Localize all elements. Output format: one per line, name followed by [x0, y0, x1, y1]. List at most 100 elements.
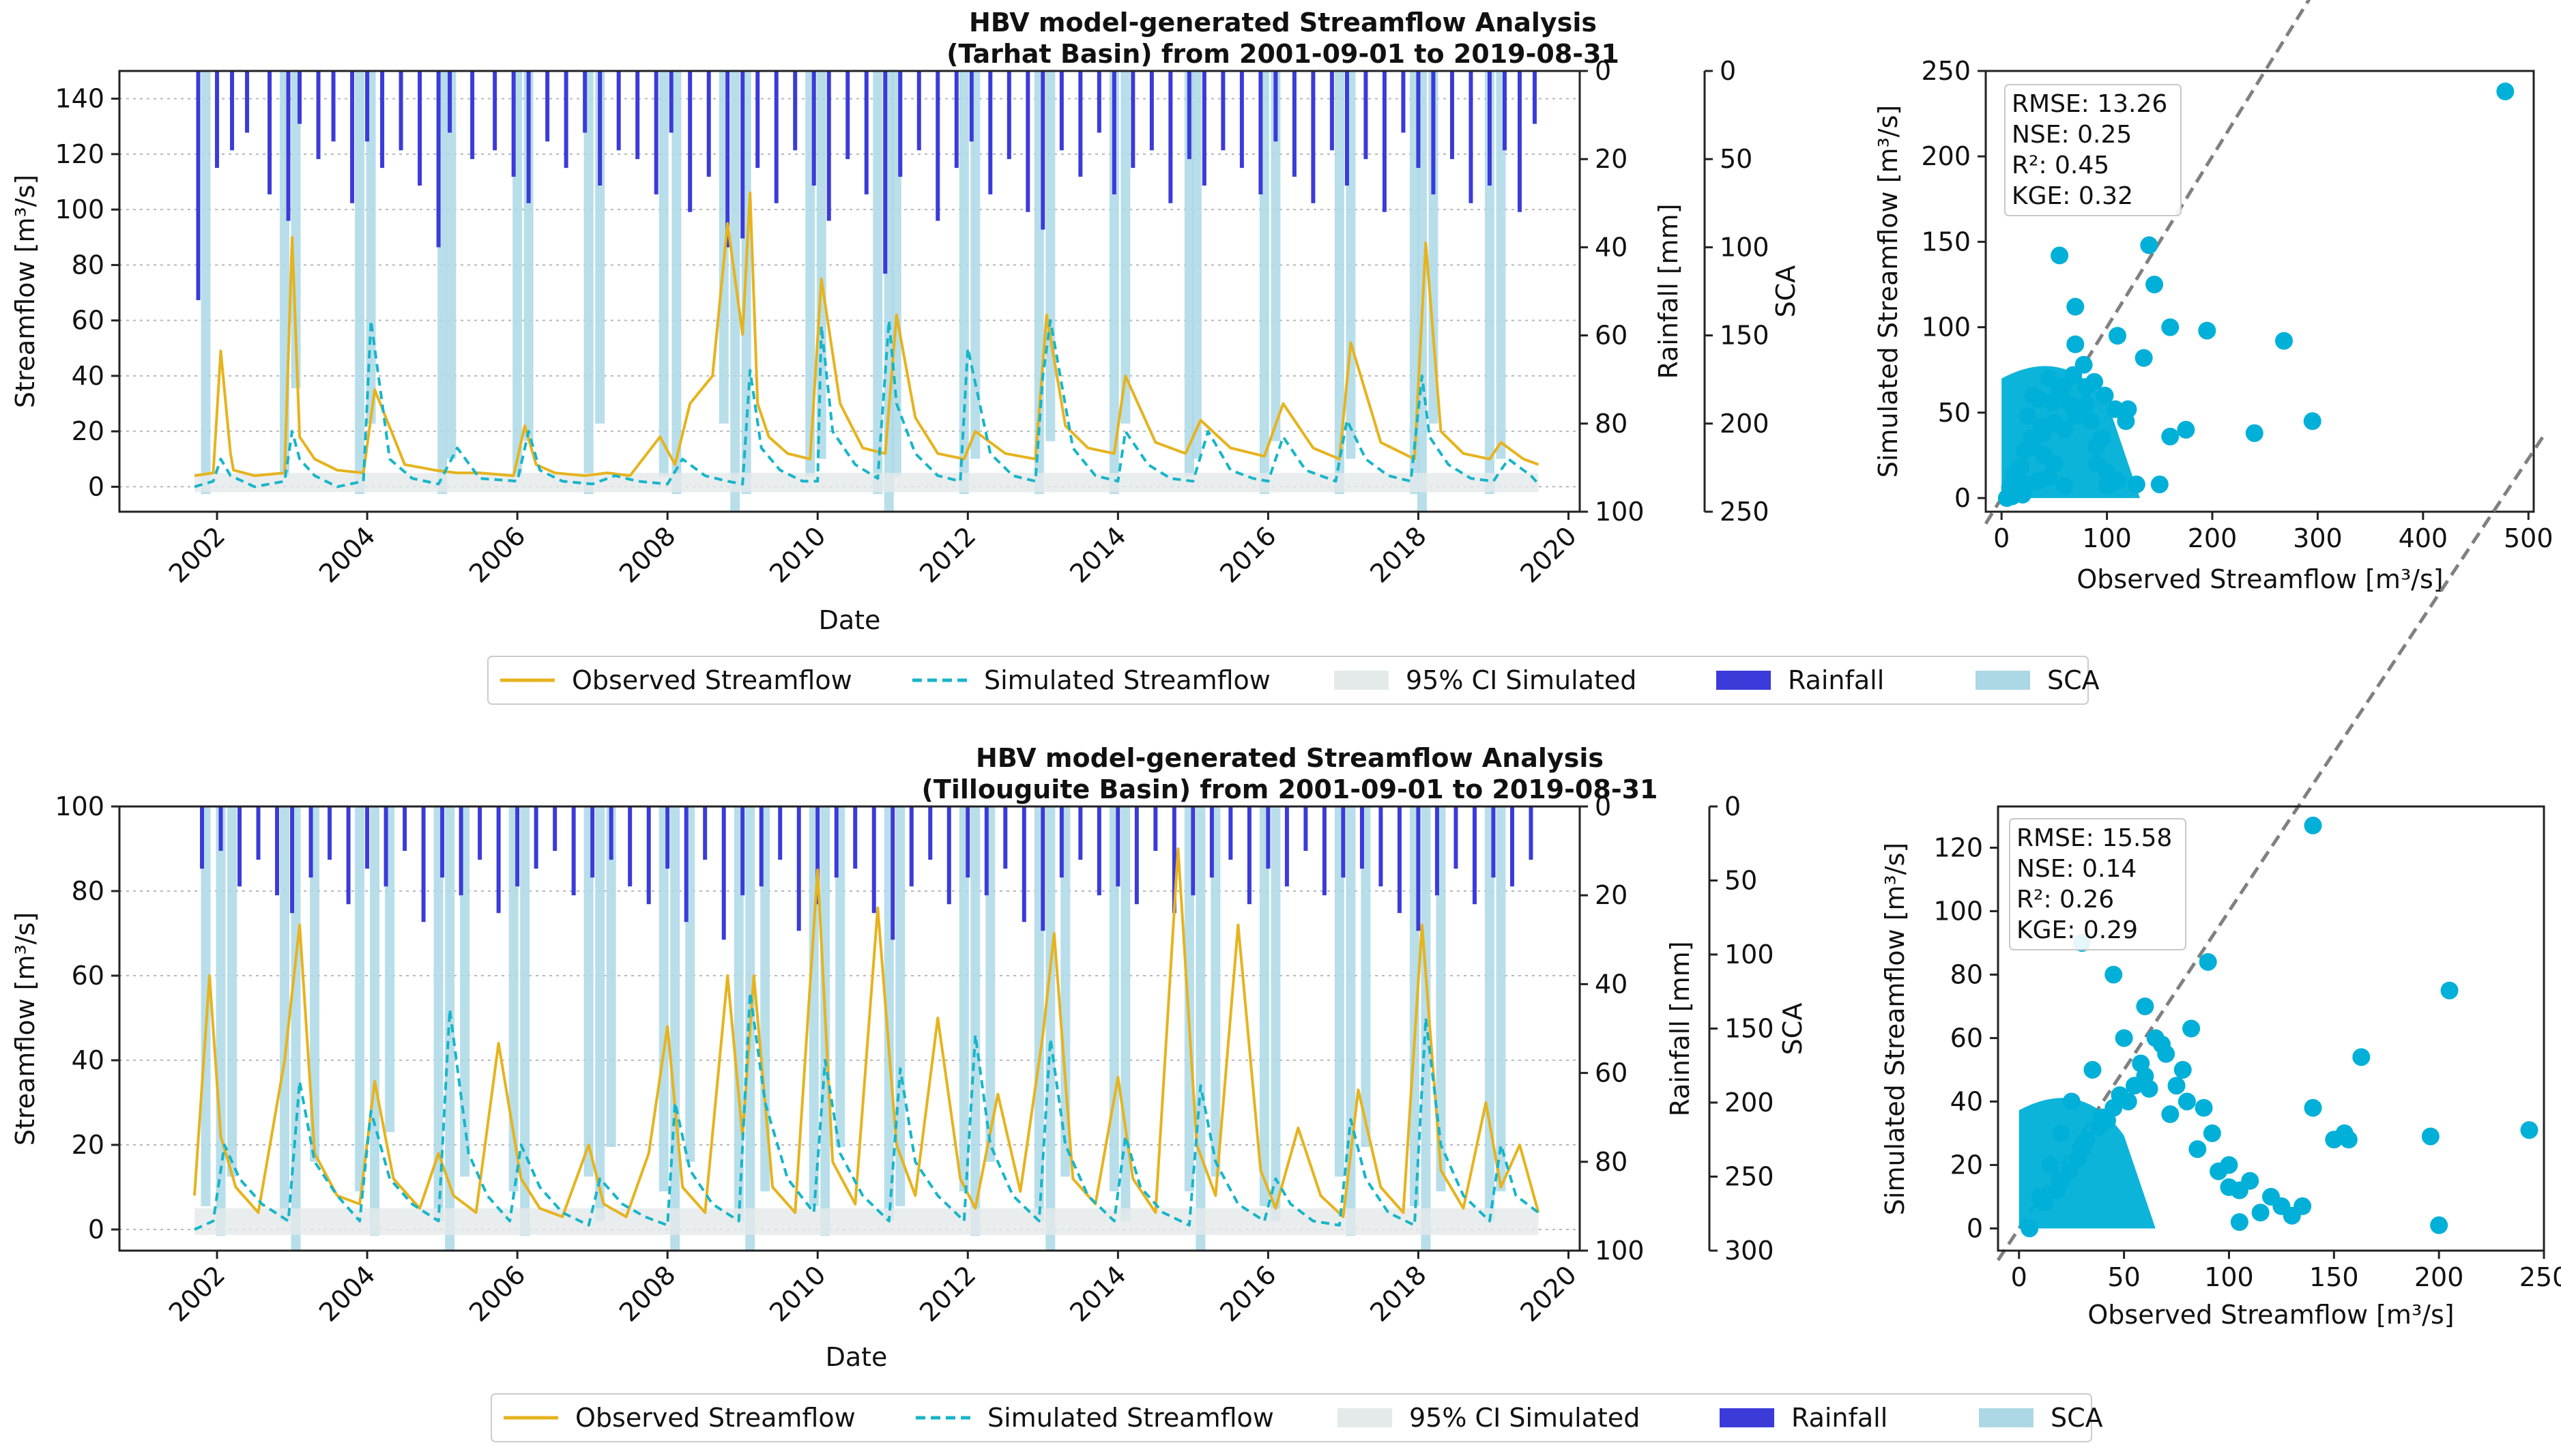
- rainfall-bar: [237, 806, 242, 887]
- x-tick-label: 2008: [613, 521, 682, 589]
- legend-swatch-patch: [1334, 671, 1389, 690]
- sca-bar: [355, 71, 365, 495]
- sca-tick-label: 100: [1724, 940, 1774, 970]
- scatter-point: [2043, 393, 2061, 411]
- x-tick-label: 500: [2504, 523, 2553, 553]
- tarhat-nse: NSE: 0.25: [2012, 121, 2132, 149]
- rainfall-tick-label: 60: [1595, 321, 1627, 351]
- rainfall-bar: [1401, 71, 1406, 133]
- rainfall-bar: [196, 71, 201, 300]
- rainfall-bar: [883, 71, 888, 274]
- sca-bar: [1184, 806, 1194, 1192]
- sca-tick-label: 50: [1720, 144, 1752, 174]
- x-tick-label: 2010: [764, 1260, 832, 1328]
- sca-tick-label: 250: [1720, 497, 1769, 527]
- sca-bar: [201, 71, 211, 495]
- rainfall-bar: [706, 71, 711, 177]
- tillouguite-scatter-points: [2019, 816, 2538, 1238]
- rainfall-bar: [1329, 71, 1334, 151]
- tillouguite-rainfall-bars: [200, 806, 1533, 940]
- scatter-point: [2117, 412, 2135, 431]
- scatter-point: [2005, 465, 2023, 483]
- y-tick-label: 60: [72, 306, 104, 336]
- rainfall-bar: [496, 806, 501, 914]
- rainfall-bar: [703, 806, 708, 860]
- x-tick-label: 2002: [163, 1260, 231, 1328]
- sca-bar: [1484, 71, 1494, 495]
- scatter-point: [2304, 1098, 2322, 1117]
- rainfall-bar: [384, 806, 388, 887]
- x-tick-label: 2008: [613, 1260, 682, 1328]
- scatter-point: [2352, 1048, 2371, 1066]
- rainfall-bar: [635, 71, 640, 160]
- rainfall-bar: [1344, 71, 1349, 186]
- legend-swatch-patch: [1337, 1408, 1392, 1427]
- rainfall-bar: [1359, 806, 1364, 869]
- rainfall-bar: [380, 71, 385, 169]
- tillouguite-sca-label: SCA: [1778, 1003, 1808, 1055]
- scatter-point: [2198, 321, 2216, 340]
- tarhat-scatter-points: [1997, 83, 2515, 507]
- sca-bar: [873, 71, 883, 495]
- y-tick-label: 250: [1921, 56, 1971, 86]
- tillouguite-y-axis: 0 20 40 60 80 100: [55, 791, 119, 1244]
- rainfall-bar: [966, 806, 970, 878]
- y-tick-label: 40: [72, 1045, 104, 1075]
- rainfall-bar: [350, 71, 355, 203]
- scatter-point: [2167, 1077, 2186, 1095]
- legend-label: 95% CI Simulated: [1406, 665, 1636, 695]
- sca-bar: [1060, 806, 1071, 1177]
- scatter-point: [2520, 1121, 2538, 1139]
- scatter-point: [2140, 236, 2158, 254]
- rainfall-bar: [1453, 806, 1458, 869]
- scatter-point: [2041, 1156, 2059, 1174]
- rainfall-bar: [1059, 806, 1064, 878]
- rainfall-bar: [946, 806, 951, 905]
- x-tick-label: 150: [2309, 1262, 2359, 1292]
- sca-bar: [959, 71, 969, 495]
- scatter-point: [2074, 355, 2093, 374]
- rainfall-bar: [1191, 806, 1196, 896]
- scatter-point: [2150, 475, 2169, 493]
- scatter-point: [2145, 275, 2164, 293]
- scatter-point: [2182, 1019, 2201, 1038]
- sca-bar: [201, 806, 211, 1206]
- x-tick-label: 250: [2519, 1262, 2561, 1292]
- x-tick-label: 0: [2011, 1262, 2027, 1292]
- x-tick-label: 400: [2399, 523, 2448, 553]
- rainfall-bar: [1153, 806, 1158, 851]
- x-tick-label: 200: [2414, 1262, 2464, 1292]
- rainfall-bar: [759, 806, 764, 887]
- rainfall-bar: [590, 806, 595, 878]
- sca-bar: [1045, 71, 1056, 441]
- rainfall-bar: [1378, 806, 1383, 887]
- rainfall-bar: [1266, 806, 1271, 869]
- sca-bar: [970, 71, 981, 459]
- scatter-point: [2109, 471, 2127, 490]
- rainfall-bar: [571, 806, 576, 896]
- rainfall-bar: [365, 71, 370, 142]
- scatter-point: [2177, 420, 2195, 439]
- rainfall-bar: [275, 806, 280, 896]
- simulated-streamflow-line: [194, 991, 1539, 1231]
- rainfall-bar: [1239, 71, 1244, 169]
- rainfall-bar: [1363, 71, 1368, 160]
- rainfall-bar: [815, 806, 820, 905]
- tarhat-kge: KGE: 0.32: [2012, 182, 2133, 210]
- tillouguite-rainfall-label: Rainfall [mm]: [1665, 941, 1695, 1116]
- sca-bar: [1334, 806, 1344, 1177]
- rainfall-bar: [1221, 71, 1226, 151]
- scatter-point: [2496, 83, 2515, 101]
- y-tick-label: 0: [88, 1214, 104, 1244]
- sca-tick-label: 150: [1724, 1014, 1774, 1044]
- rainfall-bar: [1078, 71, 1083, 177]
- legend-swatch-patch: [1979, 1408, 2034, 1427]
- sca-bar: [583, 71, 594, 495]
- scatter-point: [2077, 395, 2095, 413]
- rainfall-bar: [988, 71, 993, 194]
- sca-bar: [970, 806, 981, 1236]
- tillouguite-rmse: RMSE: 15.58: [2016, 824, 2172, 852]
- sca-bar: [1045, 806, 1056, 1251]
- scatter-point: [2136, 997, 2154, 1015]
- rainfall-bar: [616, 71, 621, 151]
